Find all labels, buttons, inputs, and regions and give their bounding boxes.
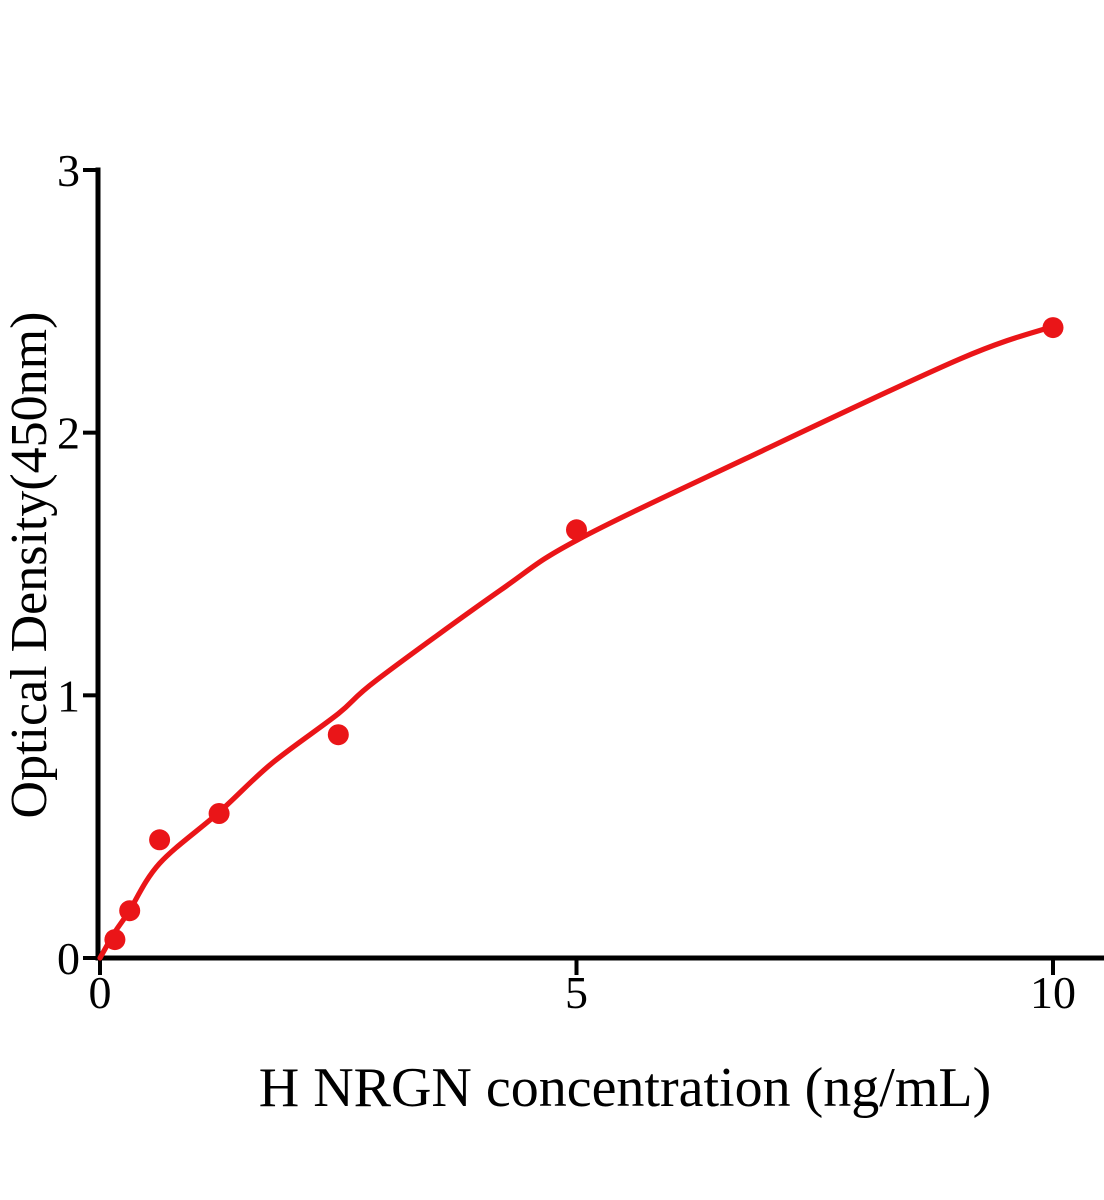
y-tick-label: 1 xyxy=(57,670,80,721)
fit-curve xyxy=(97,323,1056,961)
data-point xyxy=(1042,317,1064,339)
data-point xyxy=(327,724,349,746)
data-point xyxy=(149,829,171,851)
y-tick-label: 3 xyxy=(57,145,80,196)
data-points xyxy=(104,317,1064,951)
y-tick-label: 0 xyxy=(57,933,80,984)
data-point xyxy=(119,900,141,922)
x-tick-label: 5 xyxy=(565,967,588,1018)
y-axis-title: Optical Density(450nm) xyxy=(1,312,58,819)
x-tick-label: 10 xyxy=(1030,967,1076,1018)
axis-ticks xyxy=(83,167,1055,975)
x-tick-label: 0 xyxy=(89,967,112,1018)
data-point xyxy=(104,929,126,951)
data-point xyxy=(566,519,587,541)
data-point xyxy=(208,803,230,824)
x-axis-title: H NRGN concentration (ng/mL) xyxy=(259,1057,991,1119)
fit-curve-line xyxy=(97,323,1056,961)
axes xyxy=(95,167,1104,961)
axis-tick-labels: 0 5 10 0 1 2 3 xyxy=(57,145,1076,1018)
y-tick-label: 2 xyxy=(57,408,80,459)
